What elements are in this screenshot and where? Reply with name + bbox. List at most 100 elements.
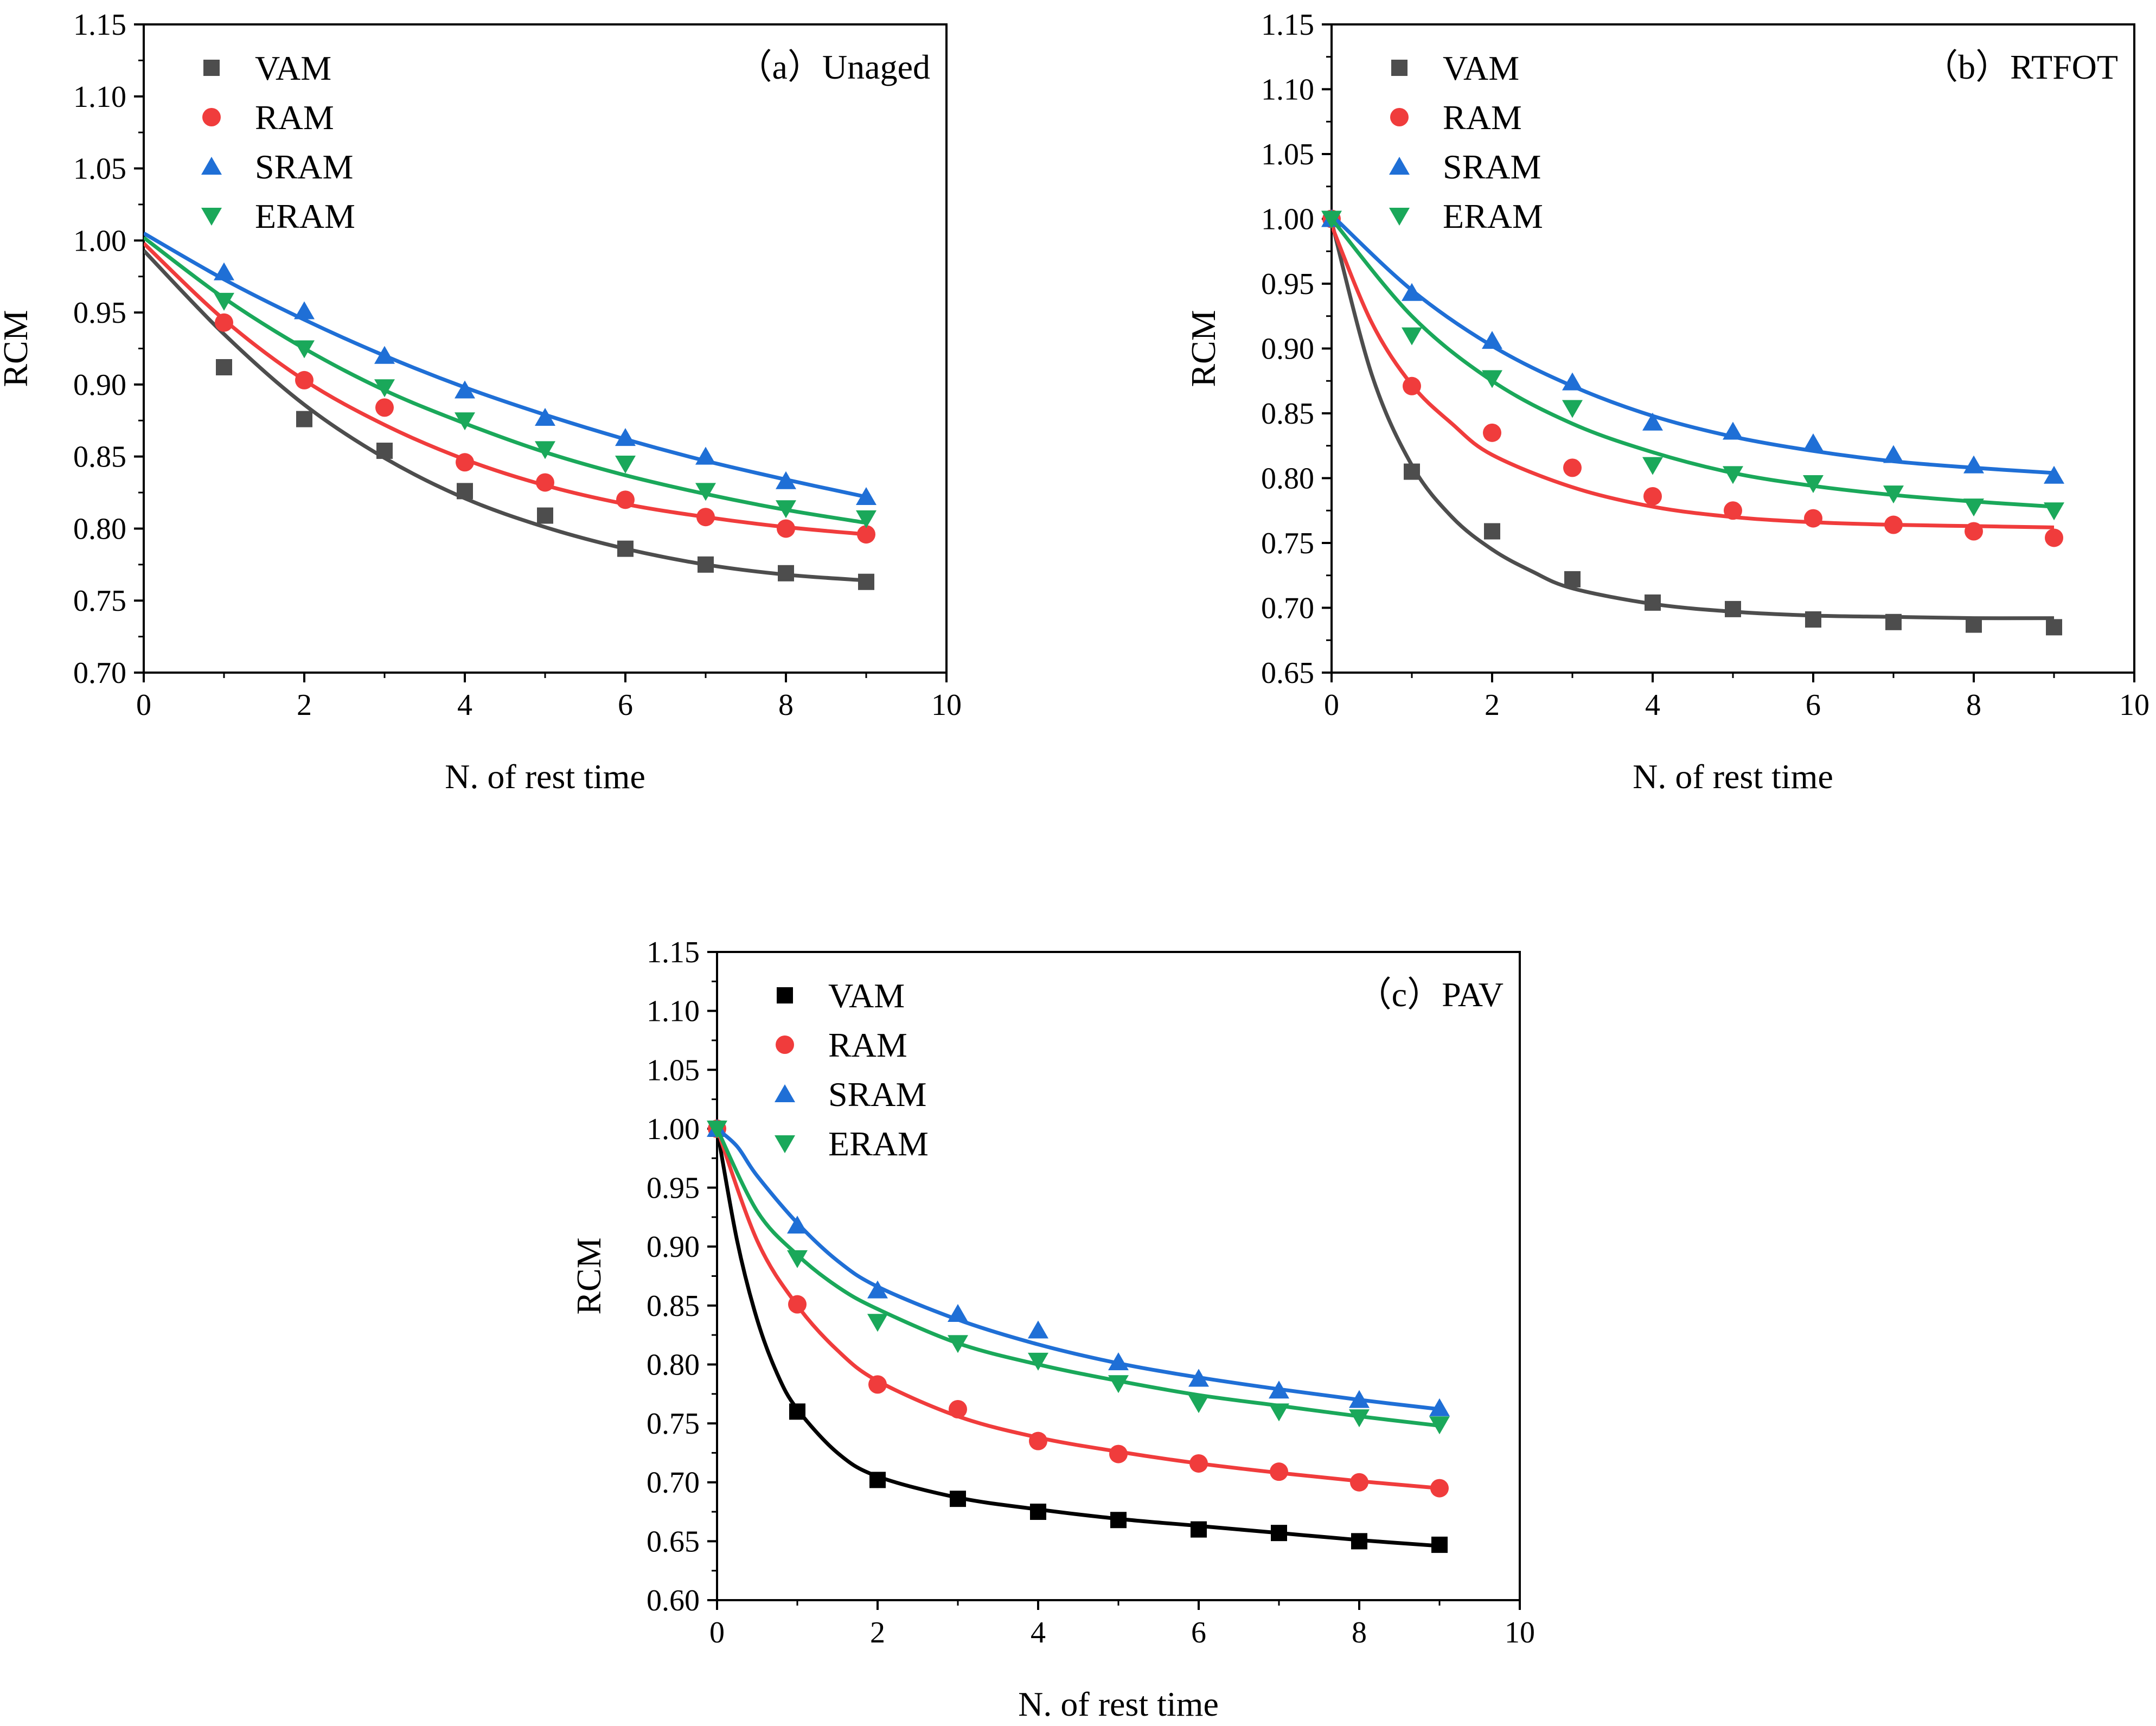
- data-point-vam: [1110, 1512, 1127, 1529]
- data-point-eram: [1402, 327, 1422, 346]
- data-point-sram: [776, 471, 796, 489]
- y-tick-label: 0.90: [647, 1230, 700, 1264]
- legend-marker-eram: [201, 208, 222, 226]
- legend: VAM RAM SRAM ERAM: [201, 49, 355, 235]
- data-point-ram: [1350, 1473, 1368, 1492]
- data-point-eram: [455, 412, 475, 431]
- series-vam: [1323, 210, 2062, 636]
- data-point-eram: [707, 1120, 727, 1139]
- y-tick-label: 0.75: [73, 584, 126, 618]
- data-point-sram: [1963, 455, 1984, 474]
- series-sram: [144, 232, 877, 506]
- data-point-vam: [1404, 463, 1420, 480]
- data-point-ram: [215, 313, 233, 332]
- y-tick-label: 1.15: [73, 8, 126, 42]
- data-point-vam: [1271, 1525, 1287, 1542]
- legend-marker-vam: [203, 60, 220, 76]
- y-axis-title: RCM: [0, 310, 35, 387]
- legend-marker-sram: [775, 1084, 795, 1102]
- y-tick-label: 0.85: [73, 440, 126, 474]
- data-point-eram: [776, 500, 796, 519]
- legend-marker-ram: [776, 1035, 794, 1054]
- data-point-vam: [950, 1491, 966, 1507]
- data-point-ram: [1563, 458, 1582, 477]
- data-point-eram: [1562, 400, 1583, 418]
- data-point-eram: [1883, 485, 1904, 504]
- data-point-sram: [1642, 412, 1663, 431]
- data-point-vam: [1966, 616, 1982, 633]
- data-point-ram: [1643, 487, 1662, 506]
- data-point-vam: [869, 1472, 886, 1488]
- data-point-vam: [457, 483, 473, 500]
- legend-label-eram: ERAM: [1443, 197, 1543, 235]
- data-point-eram: [1963, 498, 1984, 517]
- y-tick-label: 1.15: [647, 936, 700, 969]
- data-point-ram: [1029, 1431, 1047, 1450]
- data-point-vam: [617, 540, 634, 557]
- data-point-sram: [1883, 445, 1904, 463]
- y-tick-label: 0.95: [1261, 267, 1314, 301]
- data-point-sram: [948, 1304, 968, 1322]
- y-tick-label: 0.70: [73, 656, 126, 690]
- chart-panel: 0 2 4 6 8 10 0.70 0.75 0.80 0.85 0.90 0.95 1.00 1.05 1…: [0, 8, 962, 796]
- y-tick-label: 1.10: [1261, 73, 1314, 107]
- data-point-eram: [856, 510, 877, 528]
- data-point-sram: [455, 380, 475, 399]
- legend-label-sram: SRAM: [1443, 148, 1541, 186]
- y-tick-label: 0.75: [1261, 527, 1314, 560]
- x-tick-label: 8: [778, 688, 794, 722]
- fit-line-eram: [144, 236, 867, 525]
- legend: VAM RAM SRAM ERAM: [775, 976, 929, 1163]
- series-ram: [708, 1119, 1449, 1498]
- data-point-eram: [1108, 1375, 1129, 1393]
- x-tick-label: 0: [709, 1616, 725, 1650]
- y-tick-label: 0.90: [73, 368, 126, 402]
- y-axis-title: RCM: [570, 1237, 608, 1314]
- legend-marker-ram: [1390, 108, 1409, 126]
- data-point-eram: [1188, 1395, 1209, 1414]
- data-point-sram: [1028, 1320, 1048, 1339]
- series-eram: [1321, 210, 2064, 521]
- data-point-sram: [1188, 1369, 1209, 1387]
- x-tick-label: 0: [1324, 688, 1339, 722]
- data-point-eram: [787, 1250, 808, 1268]
- y-tick-label: 1.05: [647, 1053, 700, 1087]
- data-point-vam: [858, 573, 874, 590]
- data-point-vam: [1431, 1536, 1448, 1553]
- data-point-vam: [1351, 1533, 1367, 1550]
- y-tick-label: 0.95: [73, 296, 126, 330]
- x-tick-label: 6: [1806, 688, 1821, 722]
- series-sram: [1321, 209, 2064, 484]
- data-point-ram: [777, 519, 795, 538]
- data-point-eram: [1028, 1352, 1048, 1371]
- data-point-eram: [1269, 1403, 1289, 1422]
- data-point-vam: [1645, 594, 1661, 611]
- y-tick-label: 0.70: [1261, 592, 1314, 625]
- data-point-sram: [374, 346, 395, 364]
- data-point-vam: [2046, 619, 2062, 636]
- x-axis-title: N. of rest time: [445, 757, 645, 796]
- legend-label-ram: RAM: [828, 1026, 907, 1064]
- series-eram: [707, 1120, 1450, 1435]
- data-point-vam: [1885, 613, 1902, 630]
- y-tick-label: 1.00: [73, 224, 126, 258]
- fit-line-vam: [1332, 221, 2055, 621]
- data-point-ram: [1109, 1444, 1128, 1463]
- data-point-ram: [295, 370, 314, 389]
- data-point-ram: [949, 1400, 967, 1419]
- data-point-eram: [1321, 210, 1342, 229]
- data-point-sram: [1108, 1352, 1129, 1371]
- data-point-vam: [698, 556, 714, 573]
- y-tick-label: 1.05: [1261, 138, 1314, 171]
- x-tick-label: 4: [1645, 688, 1660, 722]
- series-ram: [144, 242, 875, 544]
- chart-panel: 0 2 4 6 8 10 0.60 0.65 0.70 0.75 0.80 0.85 0.90 0.95 1…: [570, 936, 1535, 1723]
- data-point-vam: [789, 1403, 805, 1420]
- data-point-ram: [1483, 423, 1501, 442]
- data-point-vam: [537, 507, 553, 524]
- legend-label-sram: SRAM: [828, 1075, 926, 1114]
- legend-marker-eram: [1389, 208, 1410, 226]
- data-point-eram: [535, 441, 555, 459]
- data-point-ram: [1884, 515, 1903, 534]
- data-point-eram: [1482, 370, 1502, 388]
